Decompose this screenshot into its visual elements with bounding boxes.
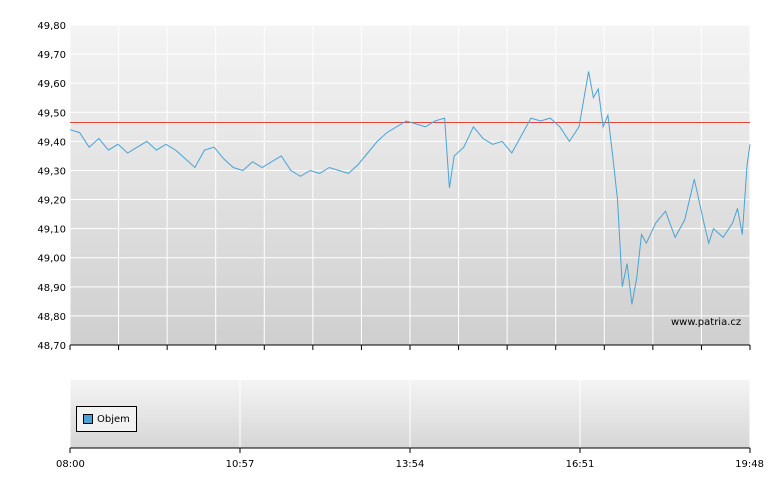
legend: Objem	[76, 406, 137, 432]
y-tick-label: 49,40	[37, 137, 66, 148]
y-tick-label: 49,50	[37, 108, 66, 119]
y-tick-label: 49,20	[37, 196, 66, 207]
watermark: www.patria.cz	[671, 317, 742, 328]
y-tick-label: 48,80	[37, 312, 66, 323]
y-tick-label: 49,30	[37, 166, 66, 177]
legend-swatch	[83, 414, 93, 424]
x-tick-label: 13:54	[396, 459, 425, 470]
y-tick-label: 49,80	[37, 21, 66, 32]
x-tick-label: 08:00	[56, 459, 85, 470]
y-tick-label: 49,10	[37, 225, 66, 236]
y-tick-label: 48,70	[37, 341, 66, 352]
price-series-line	[69, 71, 751, 305]
axis-ticks: 49,80 49,70 49,60 49,50 49,40 49,30 49,20 49,10…	[37, 21, 764, 470]
y-tick-label: 49,70	[37, 50, 66, 61]
y-tick-label: 49,60	[37, 79, 66, 90]
x-tick-label: 10:57	[226, 459, 255, 470]
y-tick-label: 49,00	[37, 254, 66, 265]
x-tick-label: 19:48	[735, 459, 764, 470]
legend-label: Objem	[97, 413, 130, 425]
x-tick-label: 16:51	[566, 459, 595, 470]
y-tick-label: 48,90	[37, 283, 66, 294]
